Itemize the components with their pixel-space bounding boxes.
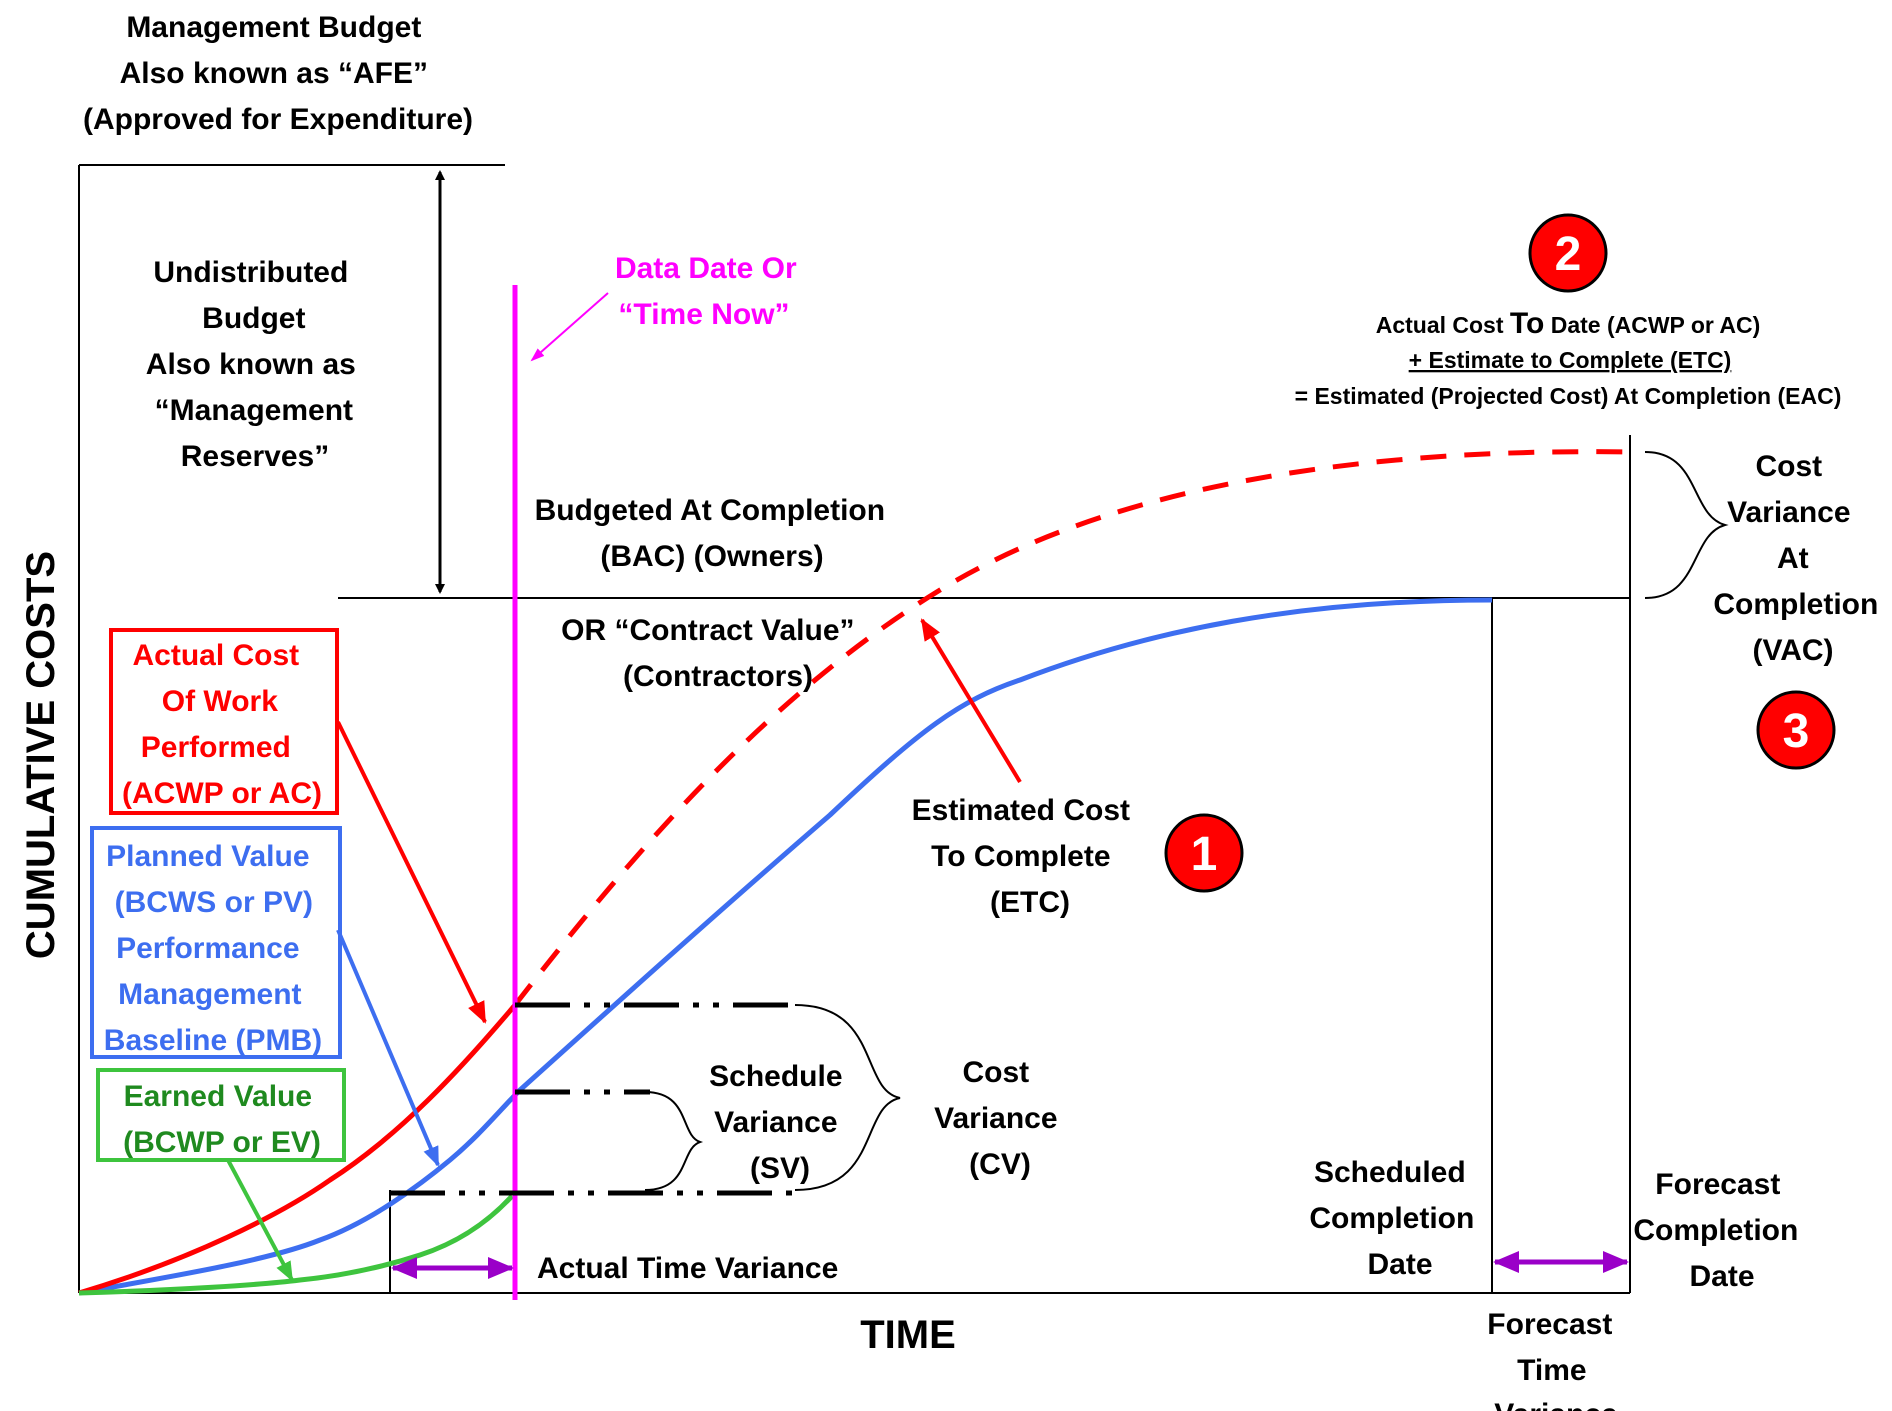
earned-value-curve (78, 1194, 514, 1296)
variance-lines (390, 1002, 795, 1196)
forecast-time-variance-label: Forecast Time Variance (1487, 1308, 1620, 1411)
actual-time-variance-label: Actual Time Variance (537, 1252, 838, 1285)
x-axis-label: TIME (860, 1313, 956, 1357)
etc-pointer-arrow (920, 618, 1022, 784)
cost-variance-label: Cost Variance (CV) (934, 1056, 1066, 1181)
eac-formula-line-1: Actual Cost To Date (ACWP or AC) (1376, 307, 1761, 340)
contract-value-label: OR “Contract Value” (Contractors) (561, 614, 863, 693)
acwp-pointer-arrow (336, 721, 487, 1024)
forecast-completion-label: Forecast Completion Date (1633, 1168, 1806, 1293)
y-axis-label: CUMULATIVE COSTS (19, 551, 63, 959)
data-date-pointer (530, 292, 609, 362)
schedule-variance-label: Schedule Variance (SV) (709, 1060, 851, 1185)
etc-projection-curve (513, 449, 1631, 1007)
pv-pointer-arrow (336, 929, 440, 1167)
badge-2: 2 (1528, 213, 1608, 293)
eac-formula-line-3: = Estimated (Projected Cost) At Completi… (1295, 383, 1842, 409)
planned-value-curve (78, 597, 1493, 1296)
ev-pointer-arrow (226, 1159, 294, 1282)
etc-label: Estimated Cost To Complete (ETC) (912, 794, 1139, 919)
vac-label: Cost Variance At Completion (VAC) (1713, 450, 1886, 667)
undistributed-budget-label: Undistributed Budget Also known as “Mana… (146, 256, 364, 473)
badge-1-label: 1 (1191, 828, 1218, 881)
acwp-box (109, 628, 339, 815)
badge-1: 1 (1164, 813, 1244, 893)
scheduled-completion-label: Scheduled Completion Date (1309, 1156, 1482, 1281)
data-date-label: Data Date Or “Time Now” (615, 252, 805, 331)
ev-box (96, 1068, 346, 1162)
bac-label: Budgeted At Completion (BAC) (Owners) (535, 494, 894, 573)
actual-cost-curve (78, 1003, 517, 1296)
cost-variance-brace (794, 1004, 901, 1191)
axes-frame (78, 164, 1631, 1294)
eac-formula-line-2: + Estimate to Complete (ETC) (1409, 347, 1732, 373)
acwp-box-label: Actual Cost Of Work Performed (ACWP or A… (122, 639, 322, 810)
pv-box (90, 826, 342, 1059)
schedule-variance-brace (644, 1091, 704, 1191)
management-budget-label: Management Budget Also known as “AFE” (A… (83, 11, 473, 136)
pv-box-label: Planned Value (BCWS or PV) Performance M… (104, 840, 322, 1057)
badge-2-label: 2 (1555, 228, 1582, 281)
badge-3: 3 (1756, 690, 1836, 770)
ev-box-label: Earned Value (BCWP or EV) (123, 1080, 321, 1159)
vac-brace (1644, 451, 1729, 599)
badge-3-label: 3 (1783, 705, 1810, 758)
